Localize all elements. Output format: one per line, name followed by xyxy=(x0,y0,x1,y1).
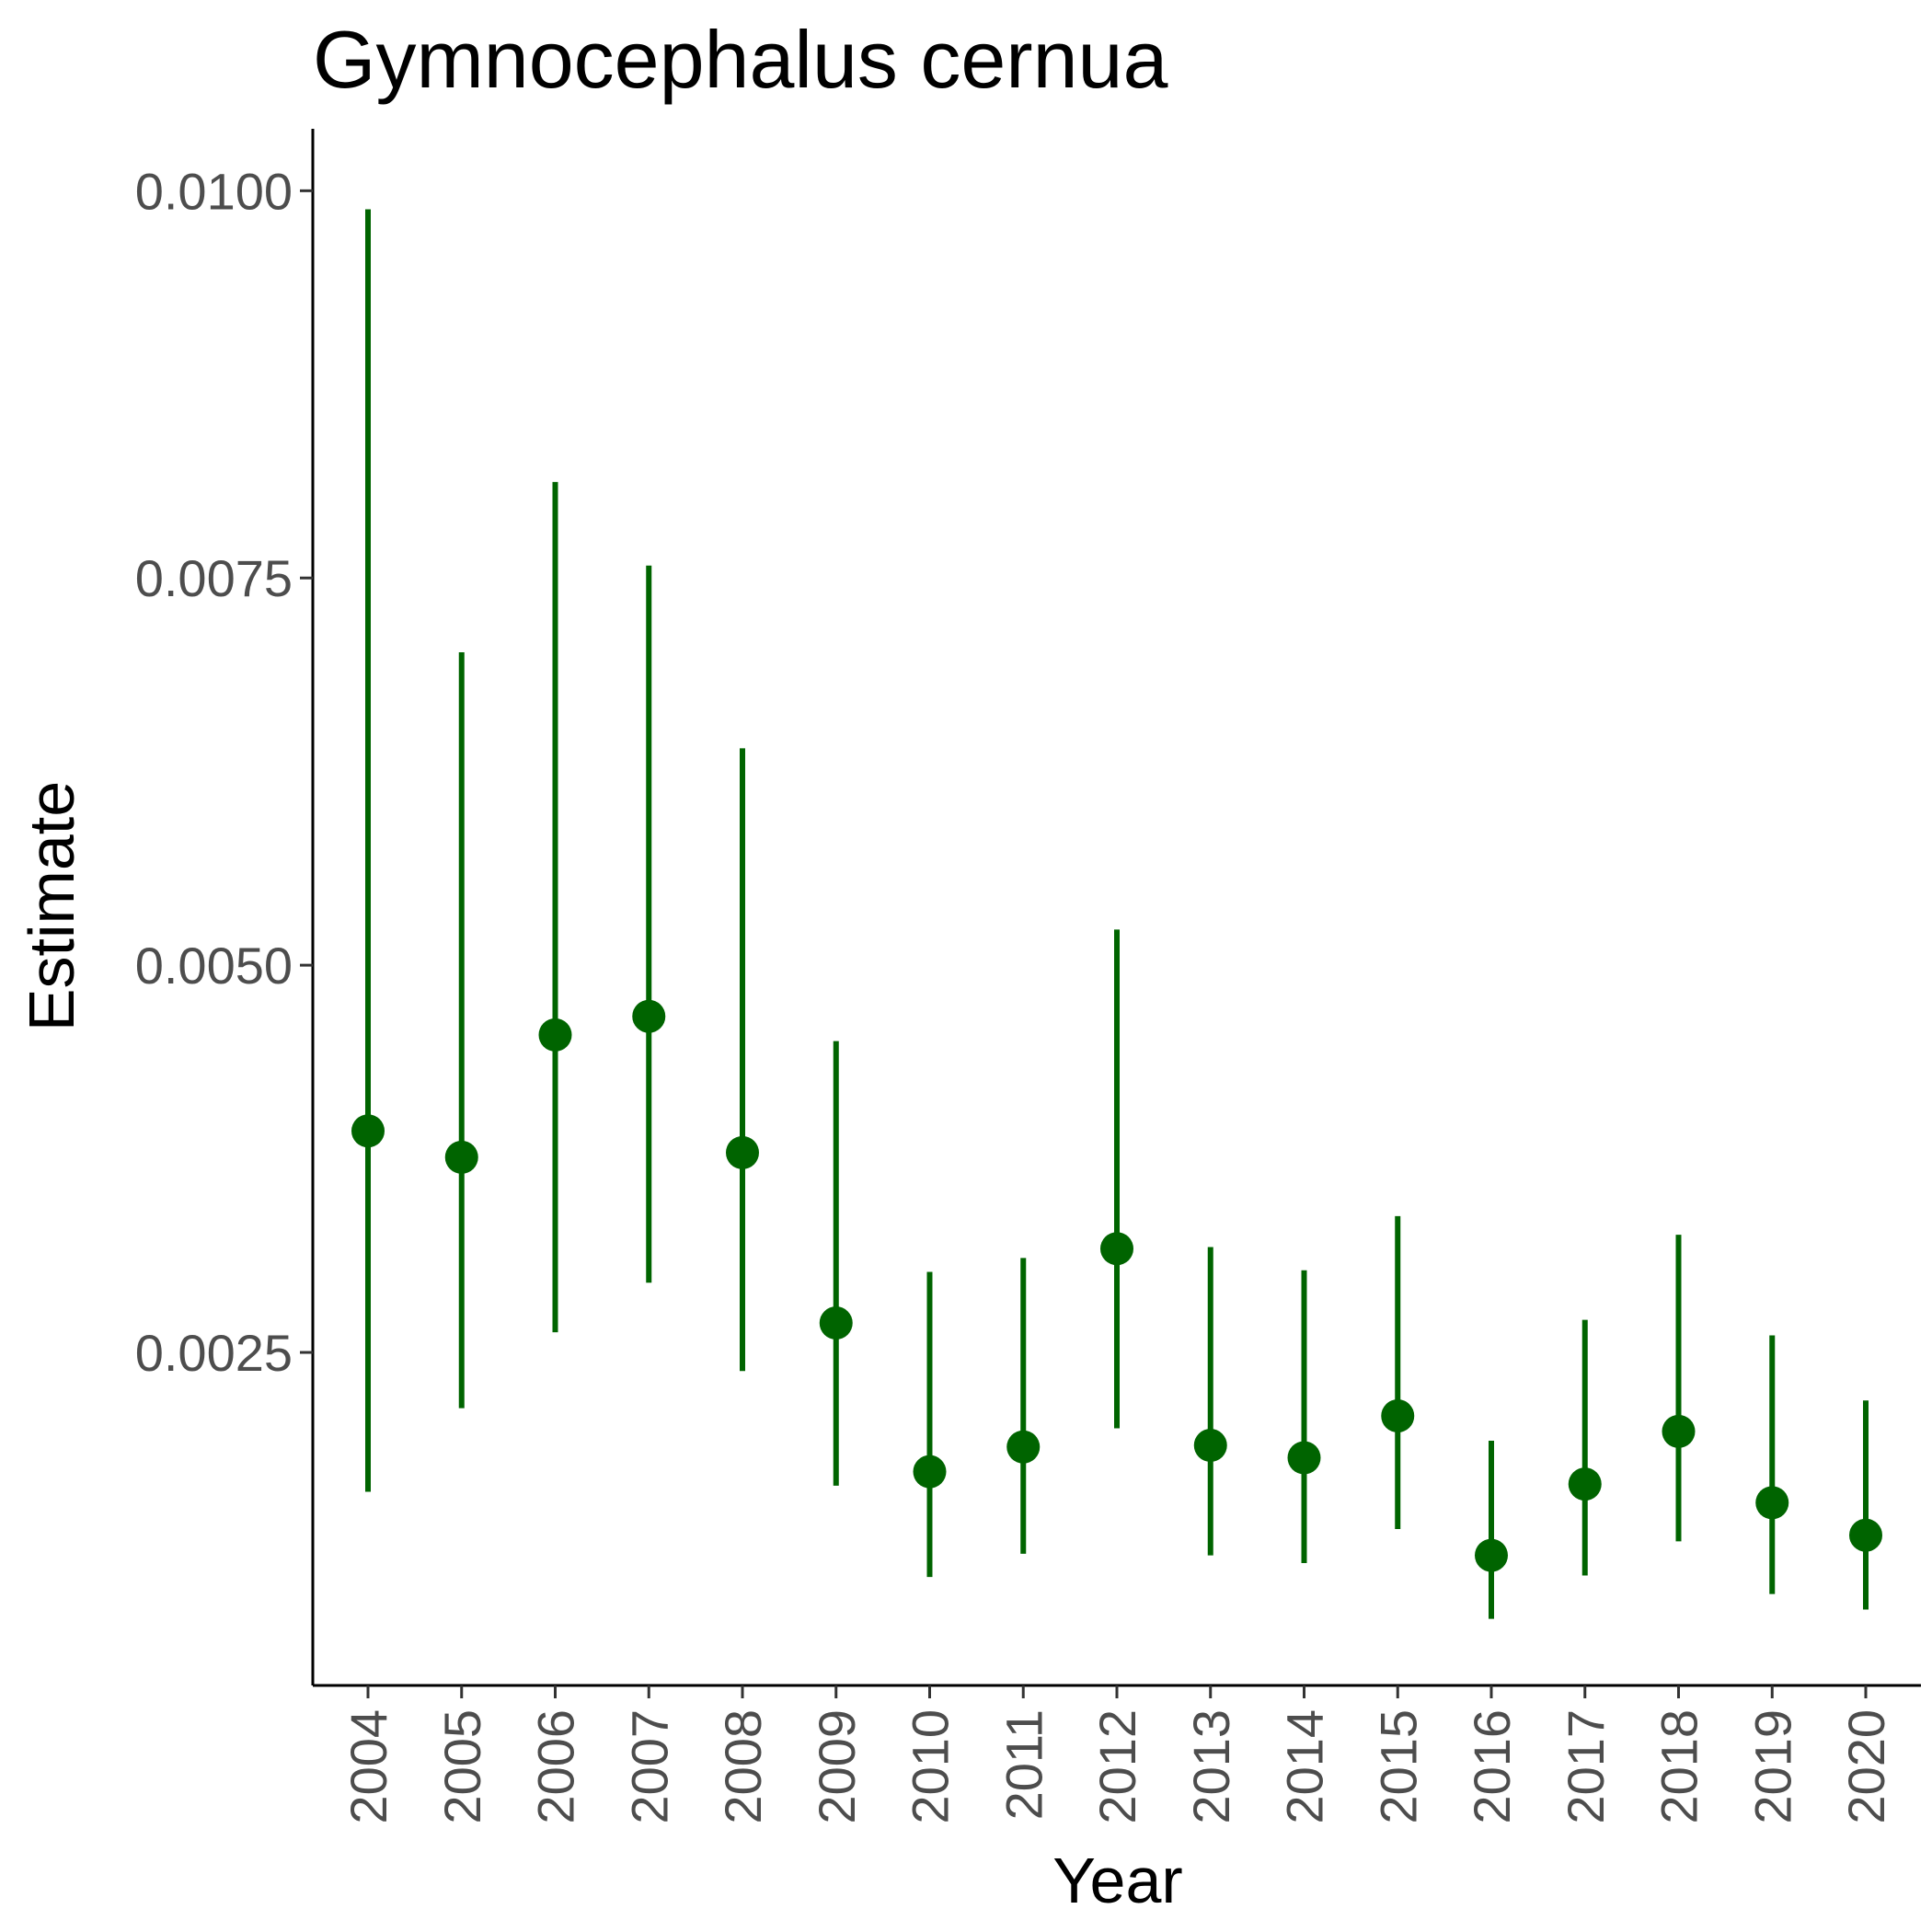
estimate-point xyxy=(1193,1429,1227,1463)
x-tick-label: 2008 xyxy=(714,1709,772,1824)
x-axis-title: Year xyxy=(1052,1845,1182,1916)
x-tick-label: 2012 xyxy=(1088,1709,1146,1824)
estimate-point xyxy=(1475,1538,1508,1572)
estimate-point xyxy=(1381,1399,1415,1433)
estimate-point xyxy=(538,1018,572,1052)
x-tick-label: 2020 xyxy=(1837,1709,1895,1824)
estimate-point xyxy=(1662,1414,1696,1448)
plot-marks xyxy=(351,209,1882,1619)
x-tick-label: 2013 xyxy=(1182,1709,1240,1824)
estimate-point xyxy=(1755,1486,1789,1520)
x-tick-label: 2014 xyxy=(1276,1709,1334,1824)
chart-title: Gymnocephalus cernua xyxy=(313,14,1167,105)
y-tick-label: 0.0025 xyxy=(135,1324,293,1382)
estimate-point xyxy=(819,1306,853,1340)
x-tick-label: 2006 xyxy=(527,1709,585,1824)
estimate-point xyxy=(913,1455,947,1489)
x-tick-label: 2010 xyxy=(902,1709,960,1824)
x-tick-label: 2011 xyxy=(995,1709,1052,1820)
estimate-point xyxy=(1568,1467,1602,1501)
estimate-point xyxy=(1006,1430,1041,1464)
x-tick-label: 2007 xyxy=(620,1709,678,1824)
x-tick-label: 2017 xyxy=(1557,1709,1615,1824)
x-tick-label: 2004 xyxy=(339,1709,397,1824)
estimate-point xyxy=(726,1135,759,1169)
estimate-point xyxy=(444,1140,478,1174)
estimate-point xyxy=(351,1114,385,1148)
y-tick-label: 0.0100 xyxy=(135,162,293,220)
estimate-point xyxy=(632,999,666,1033)
x-tick-label: 2009 xyxy=(808,1709,866,1824)
x-tick-label: 2019 xyxy=(1743,1709,1801,1824)
estimate-point xyxy=(1287,1441,1321,1475)
y-axis-title: Estimate xyxy=(16,781,87,1031)
y-axis-ticks: 0.0025 0.0050 0.0075 0.0100 xyxy=(135,162,313,1382)
x-tick-label: 2015 xyxy=(1369,1709,1427,1824)
estimate-point xyxy=(1100,1232,1133,1266)
y-tick-label: 0.0075 xyxy=(135,549,293,607)
x-axis-ticks: 2004 2005 2006 2007 2008 2009 2010 2011 2012 2013… xyxy=(339,1685,1895,1824)
x-tick-label: 2005 xyxy=(433,1709,491,1824)
estimate-point xyxy=(1849,1518,1882,1552)
x-tick-label: 2016 xyxy=(1463,1709,1521,1824)
y-tick-label: 0.0050 xyxy=(135,937,293,995)
x-tick-label: 2018 xyxy=(1650,1709,1708,1824)
